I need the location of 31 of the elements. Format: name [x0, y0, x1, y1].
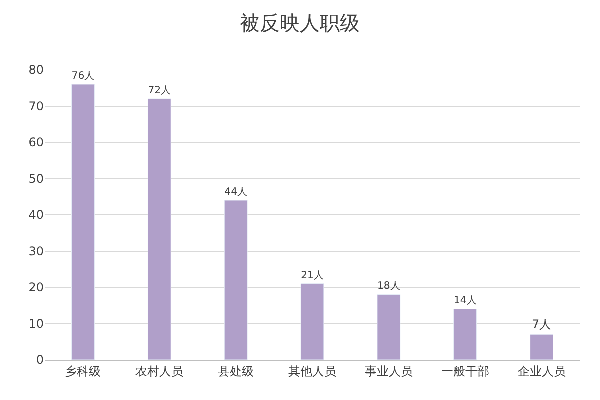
x-tick-label: 农村人员	[136, 364, 184, 378]
y-tick-label: 60	[28, 136, 44, 150]
data-label: 7人	[532, 318, 552, 332]
x-tick-label: 县处级	[218, 364, 254, 378]
data-label: 21人	[301, 270, 324, 282]
data-label: 44人	[224, 186, 248, 198]
bar	[224, 200, 248, 360]
y-tick-label: 40	[28, 208, 44, 222]
x-tick-label: 乡科级	[65, 364, 102, 378]
data-label: 18人	[378, 281, 400, 292]
y-tick-label: 70	[28, 99, 44, 114]
data-label: 14人	[454, 296, 477, 307]
y-tick-label: 10	[28, 316, 44, 331]
y-tick-label: 0	[36, 353, 44, 368]
bar	[148, 98, 172, 360]
bar	[300, 284, 324, 360]
data-label: 72人	[148, 85, 172, 96]
data-label: 76人	[72, 70, 95, 82]
chart-title: 被反映人职级	[240, 11, 360, 35]
y-tick-label: 30	[28, 244, 44, 258]
y-tick-label: 20	[28, 280, 44, 295]
x-tick-label: 企业人员	[518, 364, 566, 378]
bar	[377, 294, 401, 360]
x-tick-label: 一般干部	[441, 364, 490, 378]
x-tick-label: 其他人员	[288, 364, 336, 378]
bar	[454, 309, 478, 360]
bar	[530, 334, 554, 360]
x-tick-label: 事业人员	[364, 364, 413, 378]
y-tick-label: 50	[28, 172, 44, 186]
y-tick-label: 80	[28, 63, 44, 78]
bar	[72, 84, 95, 360]
